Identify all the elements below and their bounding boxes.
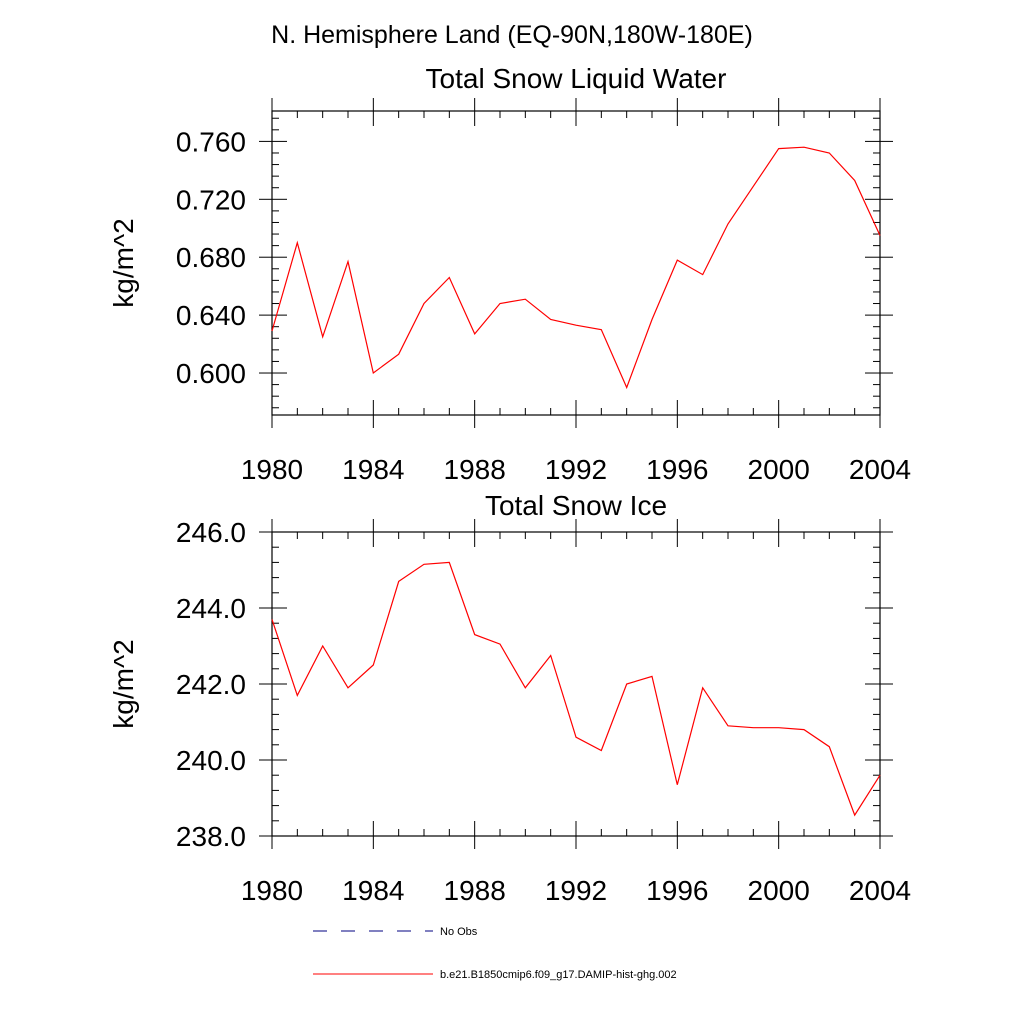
x-tick-label: 2000	[748, 454, 810, 485]
y-tick-label: 244.0	[176, 593, 246, 624]
chart-title: Total Snow Ice	[485, 490, 667, 521]
y-tick-label: 246.0	[176, 517, 246, 548]
series-line	[271, 146, 881, 390]
x-tick-label: 1988	[444, 875, 506, 906]
chart-title: Total Snow Liquid Water	[426, 63, 727, 94]
x-tick-label: 1980	[241, 454, 303, 485]
y-tick-label: 0.600	[176, 358, 246, 389]
x-tick-label: 2004	[849, 454, 911, 485]
y-tick-label: 0.760	[176, 126, 246, 157]
plot-frame	[271, 531, 881, 837]
y-axis-label: kg/m^2	[108, 639, 139, 728]
legend-label-no-obs: No Obs	[440, 926, 478, 938]
series-line	[271, 561, 881, 817]
x-tick-label: 2004	[849, 875, 911, 906]
y-tick-label: 238.0	[176, 821, 246, 852]
x-tick-label: 1984	[342, 875, 404, 906]
x-tick-label: 1984	[342, 454, 404, 485]
legend: No Obs b.e21.B1850cmip6.f09_g17.DAMIP-hi…	[313, 926, 677, 981]
y-tick-label: 0.680	[176, 242, 246, 273]
x-tick-label: 1996	[646, 875, 708, 906]
y-tick-label: 0.640	[176, 300, 246, 331]
x-tick-label: 1992	[545, 454, 607, 485]
x-tick-label: 1980	[241, 875, 303, 906]
y-tick-label: 0.720	[176, 184, 246, 215]
panel-snow-liquid-water: Total Snow Liquid Water kg/m^2 1980 1984 198…	[108, 63, 911, 485]
x-tick-label: 2000	[748, 875, 810, 906]
panel-snow-ice: Total Snow Ice kg/m^2 1980 1984 1988 1992 1996…	[108, 490, 911, 906]
legend-label-model: b.e21.B1850cmip6.f09_g17.DAMIP-hist-ghg.…	[440, 969, 677, 981]
y-tick-label: 242.0	[176, 669, 246, 700]
y-axis-label: kg/m^2	[108, 218, 139, 307]
plot-frame	[271, 110, 881, 416]
x-tick-label: 1992	[545, 875, 607, 906]
main-title: N. Hemisphere Land (EQ-90N,180W-180E)	[271, 21, 753, 49]
x-tick-label: 1996	[646, 454, 708, 485]
x-tick-label: 1988	[444, 454, 506, 485]
y-tick-label: 240.0	[176, 745, 246, 776]
